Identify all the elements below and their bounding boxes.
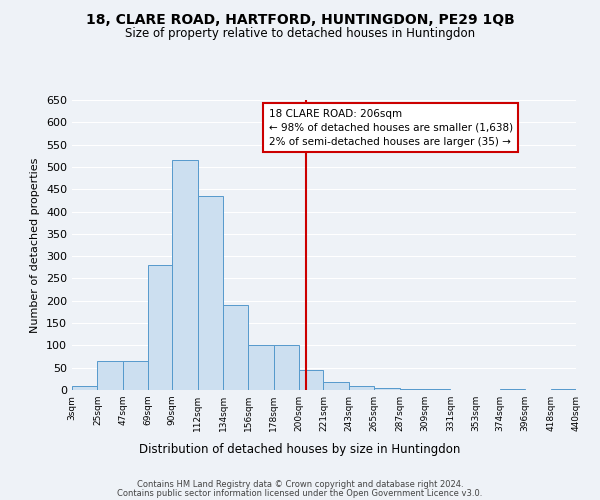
Bar — [223, 305, 248, 390]
Text: Distribution of detached houses by size in Huntingdon: Distribution of detached houses by size … — [139, 442, 461, 456]
Y-axis label: Number of detached properties: Number of detached properties — [31, 158, 40, 332]
Bar — [148, 265, 172, 390]
Bar — [299, 370, 323, 390]
Bar — [72, 386, 97, 390]
Bar — [551, 389, 576, 390]
Bar — [400, 388, 425, 390]
Bar — [500, 389, 525, 390]
Text: 18, CLARE ROAD, HARTFORD, HUNTINGDON, PE29 1QB: 18, CLARE ROAD, HARTFORD, HUNTINGDON, PE… — [86, 12, 514, 26]
Bar — [323, 382, 349, 390]
Bar — [425, 389, 450, 390]
Bar — [172, 160, 198, 390]
Bar — [349, 386, 374, 390]
Bar — [374, 388, 400, 390]
Bar — [123, 361, 148, 390]
Text: Contains public sector information licensed under the Open Government Licence v3: Contains public sector information licen… — [118, 489, 482, 498]
Text: Contains HM Land Registry data © Crown copyright and database right 2024.: Contains HM Land Registry data © Crown c… — [137, 480, 463, 489]
Bar — [198, 196, 223, 390]
Bar — [97, 361, 123, 390]
Bar — [274, 346, 299, 390]
Bar — [248, 346, 274, 390]
Text: Size of property relative to detached houses in Huntingdon: Size of property relative to detached ho… — [125, 28, 475, 40]
Text: 18 CLARE ROAD: 206sqm
← 98% of detached houses are smaller (1,638)
2% of semi-de: 18 CLARE ROAD: 206sqm ← 98% of detached … — [269, 108, 512, 146]
